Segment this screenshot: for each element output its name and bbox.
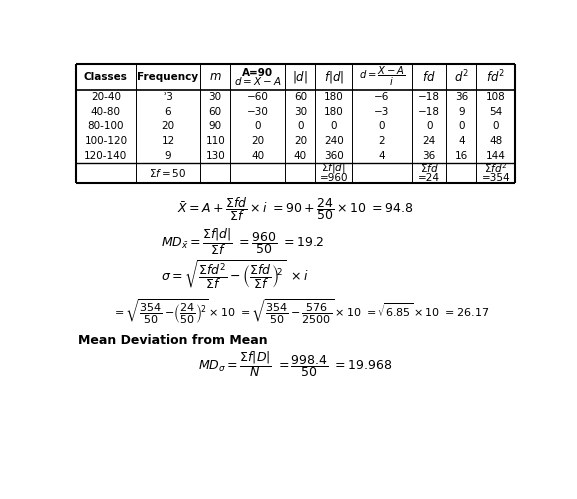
- Text: Frequency: Frequency: [137, 72, 198, 82]
- Text: 20: 20: [294, 136, 307, 146]
- Text: $m$: $m$: [209, 70, 222, 83]
- Text: 180: 180: [324, 92, 343, 102]
- Text: Mean Deviation from Mean: Mean Deviation from Mean: [78, 334, 268, 347]
- Text: 2: 2: [379, 136, 385, 146]
- Text: 60: 60: [209, 107, 222, 117]
- Text: =24: =24: [418, 174, 440, 184]
- Text: 0: 0: [458, 121, 464, 131]
- Text: 4: 4: [379, 151, 385, 161]
- Text: 90: 90: [209, 121, 222, 131]
- Text: $MD_{\sigma}=\dfrac{\Sigma f|D|}{N}\ =\dfrac{998.4}{50}\ =19.968$: $MD_{\sigma}=\dfrac{\Sigma f|D|}{N}\ =\d…: [198, 349, 392, 379]
- Text: 80-100: 80-100: [88, 121, 124, 131]
- Text: A=90: A=90: [242, 68, 273, 78]
- Text: 40: 40: [294, 151, 307, 161]
- Text: $f|d|$: $f|d|$: [324, 69, 344, 85]
- Text: $\Sigma f|d|$: $\Sigma f|d|$: [321, 162, 346, 176]
- Text: −18: −18: [418, 107, 440, 117]
- Text: 20-40: 20-40: [91, 92, 121, 102]
- Text: 40: 40: [251, 151, 264, 161]
- Text: 0: 0: [254, 121, 261, 131]
- Text: 0: 0: [493, 121, 499, 131]
- Text: $\sigma=\sqrt{\dfrac{\Sigma fd^{2}}{\Sigma f}-\left(\dfrac{\Sigma fd}{\Sigma f}\: $\sigma=\sqrt{\dfrac{\Sigma fd^{2}}{\Sig…: [161, 258, 309, 291]
- Text: 20: 20: [162, 121, 175, 131]
- Text: 360: 360: [324, 151, 343, 161]
- Text: −60: −60: [247, 92, 269, 102]
- Text: $=\sqrt{\dfrac{354}{50}-\!\left(\dfrac{24}{50}\right)^{\!2}}\times10\ =\sqrt{\df: $=\sqrt{\dfrac{354}{50}-\!\left(\dfrac{2…: [112, 297, 489, 326]
- Text: 36: 36: [455, 92, 468, 102]
- Text: −18: −18: [418, 92, 440, 102]
- Text: 4: 4: [458, 136, 464, 146]
- Text: 240: 240: [324, 136, 343, 146]
- Text: 48: 48: [489, 136, 503, 146]
- Text: ʾ3: ʾ3: [163, 92, 173, 102]
- Text: 180: 180: [324, 107, 343, 117]
- Text: 16: 16: [455, 151, 468, 161]
- Text: 9: 9: [458, 107, 464, 117]
- Text: 9: 9: [164, 151, 171, 161]
- Text: −3: −3: [374, 107, 389, 117]
- Text: 108: 108: [486, 92, 506, 102]
- Text: 0: 0: [331, 121, 337, 131]
- Text: $fd$: $fd$: [422, 70, 436, 84]
- Text: 144: 144: [486, 151, 506, 161]
- Text: $\Sigma fd$: $\Sigma fd$: [419, 163, 439, 175]
- Text: −30: −30: [247, 107, 269, 117]
- Text: 6: 6: [164, 107, 171, 117]
- Text: $d^{2}$: $d^{2}$: [454, 68, 469, 85]
- Text: Classes: Classes: [84, 72, 128, 82]
- Text: $d=\dfrac{X-A}{i}$: $d=\dfrac{X-A}{i}$: [359, 65, 405, 88]
- Text: 20: 20: [251, 136, 264, 146]
- Text: $fd^{2}$: $fd^{2}$: [486, 68, 505, 85]
- Text: 54: 54: [489, 107, 503, 117]
- Text: 40-80: 40-80: [91, 107, 121, 117]
- Text: 36: 36: [422, 151, 436, 161]
- Text: $d = X-A$: $d = X-A$: [234, 75, 282, 87]
- Text: 60: 60: [294, 92, 307, 102]
- Text: =354: =354: [482, 174, 510, 184]
- Text: $MD_{\bar{x}}=\dfrac{\Sigma f|d|}{\Sigma f}\ =\dfrac{960}{50}\ =19.2$: $MD_{\bar{x}}=\dfrac{\Sigma f|d|}{\Sigma…: [161, 226, 324, 257]
- Text: 110: 110: [205, 136, 225, 146]
- Text: −6: −6: [374, 92, 389, 102]
- Text: 100-120: 100-120: [84, 136, 128, 146]
- Text: 0: 0: [379, 121, 385, 131]
- Text: 120-140: 120-140: [84, 151, 128, 161]
- Text: $\Sigma f=50$: $\Sigma f=50$: [149, 167, 187, 179]
- Text: $|d|$: $|d|$: [293, 69, 308, 85]
- Text: $\Sigma fd^{2}$: $\Sigma fd^{2}$: [484, 162, 508, 175]
- Text: 24: 24: [422, 136, 436, 146]
- Text: 30: 30: [209, 92, 222, 102]
- Text: $\bar{X}=A+\dfrac{\Sigma fd}{\Sigma f}\times i\ =90+\dfrac{24}{50}\times10\ =94.: $\bar{X}=A+\dfrac{\Sigma fd}{\Sigma f}\t…: [177, 196, 414, 224]
- Text: 0: 0: [426, 121, 432, 131]
- Text: 130: 130: [205, 151, 225, 161]
- Text: 0: 0: [297, 121, 304, 131]
- Text: 30: 30: [294, 107, 307, 117]
- Text: 12: 12: [162, 136, 175, 146]
- Text: =960: =960: [320, 174, 348, 184]
